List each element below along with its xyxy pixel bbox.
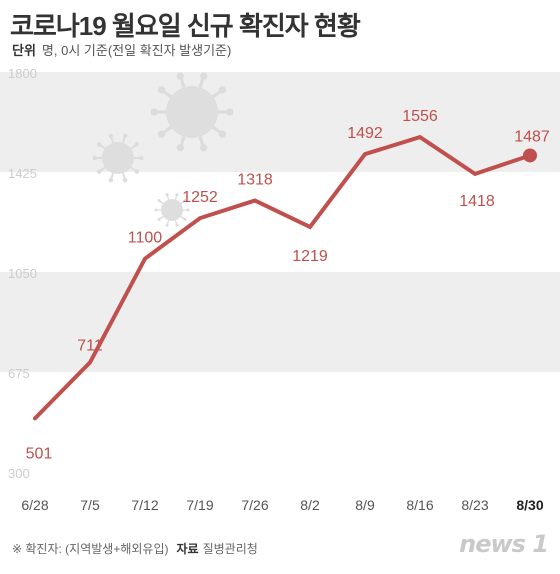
unit-note: 단위 명, 0시 기준(전일 확진자 발생기준) — [12, 40, 231, 59]
virus-icon — [92, 133, 144, 183]
data-label: 1219 — [292, 248, 328, 265]
news1-logo: news 1 — [459, 530, 549, 558]
y-tick-label: 1425 — [8, 166, 37, 181]
x-tick-label: 7/19 — [186, 497, 213, 513]
y-tick-label: 1800 — [8, 66, 37, 81]
data-label: 1100 — [128, 230, 163, 247]
x-tick-label: 7/5 — [80, 497, 100, 513]
data-label: 1492 — [347, 125, 383, 142]
unit-text: 명, 0시 기준(전일 확진자 발생기준) — [41, 43, 232, 58]
data-label: 1318 — [237, 172, 273, 189]
x-tick-label: 8/2 — [300, 497, 320, 513]
data-label: 1418 — [459, 193, 495, 210]
grid-band — [0, 272, 560, 372]
page-title: 코로나19 월요일 신규 확진자 현황 — [10, 11, 361, 41]
y-tick-label: 300 — [8, 466, 30, 481]
x-tick-label: 6/28 — [21, 497, 48, 513]
x-tick-label: 8/30 — [516, 497, 543, 513]
source-text: 질병관리청 — [202, 542, 258, 556]
source-label: 자료 — [176, 542, 199, 556]
x-tick-label: 8/16 — [406, 497, 433, 513]
data-label: 1556 — [402, 108, 438, 125]
x-tick-label: 7/26 — [241, 497, 268, 513]
series-line — [33, 134, 532, 421]
data-label: 1252 — [182, 189, 218, 206]
x-tick-label: 8/23 — [461, 497, 488, 513]
data-label: 501 — [26, 445, 53, 462]
y-tick-label: 675 — [8, 366, 30, 381]
unit-label: 단위 — [12, 43, 36, 58]
data-point-highlight — [523, 148, 537, 163]
virus-icon — [154, 193, 190, 227]
x-tick-label: 7/12 — [131, 497, 158, 513]
x-tick-label: 8/9 — [355, 497, 375, 513]
y-tick-label: 1050 — [8, 266, 37, 281]
footer-note: ※ 확진자: (지역발생+해외유입) 자료 질병관리청 — [12, 540, 258, 557]
footnote-text: ※ 확진자: (지역발생+해외유입) — [12, 542, 169, 556]
virus-icon — [150, 72, 234, 152]
data-label: 711 — [77, 337, 103, 354]
data-label: 1487 — [514, 128, 550, 145]
grid-band — [0, 72, 560, 172]
